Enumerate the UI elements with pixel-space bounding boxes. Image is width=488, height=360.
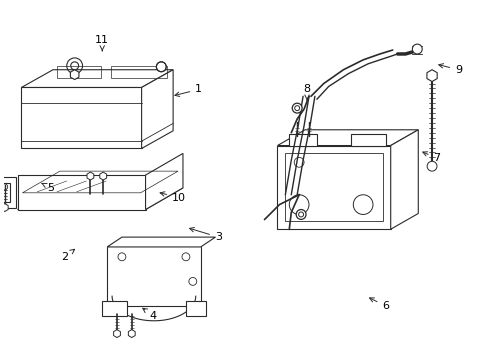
- Text: 8: 8: [303, 84, 310, 100]
- Text: 3: 3: [189, 228, 222, 242]
- Text: 6: 6: [369, 298, 388, 311]
- Polygon shape: [142, 70, 173, 148]
- Text: 7: 7: [422, 152, 440, 163]
- Polygon shape: [390, 130, 417, 229]
- Text: 2: 2: [61, 249, 74, 262]
- Polygon shape: [18, 175, 145, 210]
- Polygon shape: [350, 134, 385, 145]
- Text: 11: 11: [95, 35, 109, 51]
- Text: 1: 1: [175, 84, 202, 96]
- Polygon shape: [277, 130, 417, 145]
- Text: 5: 5: [42, 183, 55, 193]
- Polygon shape: [185, 301, 205, 316]
- Polygon shape: [18, 188, 183, 210]
- Circle shape: [426, 161, 436, 171]
- Polygon shape: [21, 87, 142, 148]
- Circle shape: [292, 103, 302, 113]
- Circle shape: [411, 44, 421, 54]
- Polygon shape: [102, 301, 126, 316]
- Text: 10: 10: [160, 192, 185, 203]
- Polygon shape: [145, 153, 183, 210]
- Circle shape: [156, 62, 166, 72]
- Text: 4: 4: [142, 308, 157, 321]
- Polygon shape: [0, 177, 16, 208]
- Polygon shape: [289, 134, 316, 145]
- Polygon shape: [21, 70, 173, 87]
- Circle shape: [296, 210, 305, 219]
- Polygon shape: [277, 145, 390, 229]
- Polygon shape: [107, 237, 215, 247]
- Text: 9: 9: [438, 64, 461, 75]
